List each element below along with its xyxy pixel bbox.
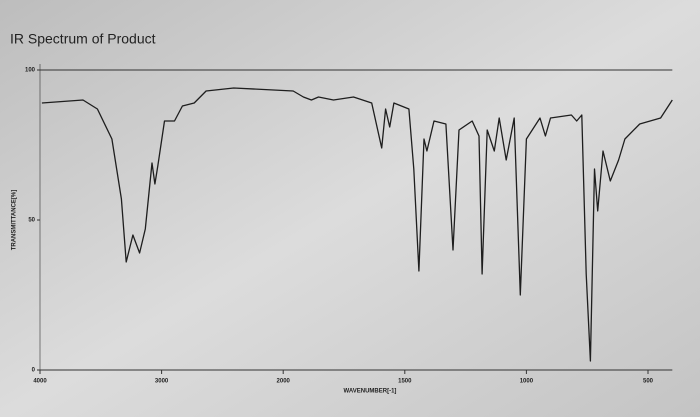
x-tick-label: 2000 bbox=[277, 379, 291, 385]
spectrum-line bbox=[41, 87, 673, 362]
x-tick-label: 4000 bbox=[33, 379, 47, 385]
y-tick-label: 0 bbox=[32, 368, 36, 374]
chart-title: IR Spectrum of Product bbox=[10, 31, 156, 47]
y-tick-label: 50 bbox=[28, 218, 35, 224]
x-tick-label: 500 bbox=[643, 379, 654, 385]
x-axis-label: WAVENUMBER[-1] bbox=[344, 389, 397, 395]
y-axis-label: TRANSMITTANCE[%] bbox=[12, 190, 18, 251]
x-tick-label: 3000 bbox=[155, 379, 169, 385]
y-tick-label: 100 bbox=[25, 68, 36, 74]
x-tick-label: 1500 bbox=[398, 379, 412, 385]
x-tick-label: 1000 bbox=[520, 379, 534, 385]
